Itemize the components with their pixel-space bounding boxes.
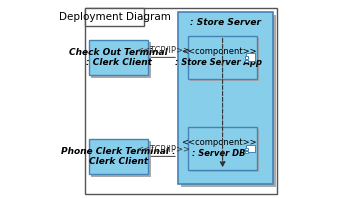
Text: <<TCP/IP>>: <<TCP/IP>> xyxy=(136,45,190,54)
FancyBboxPatch shape xyxy=(188,127,257,170)
Text: : Server DB: : Server DB xyxy=(192,149,245,158)
Text: Check Out Terminal: Check Out Terminal xyxy=(69,48,168,57)
FancyBboxPatch shape xyxy=(89,139,149,174)
Text: : Clerk Client: : Clerk Client xyxy=(86,58,151,67)
FancyBboxPatch shape xyxy=(246,145,255,152)
FancyBboxPatch shape xyxy=(85,8,145,26)
Text: : Store Server App: : Store Server App xyxy=(175,58,262,67)
FancyBboxPatch shape xyxy=(190,38,259,81)
Text: Clerk Client: Clerk Client xyxy=(89,157,148,166)
FancyBboxPatch shape xyxy=(91,42,151,78)
FancyBboxPatch shape xyxy=(245,56,248,59)
Text: <<component>>: <<component>> xyxy=(181,47,257,56)
FancyBboxPatch shape xyxy=(91,141,151,177)
Text: Deployment Diagram: Deployment Diagram xyxy=(59,12,171,22)
FancyBboxPatch shape xyxy=(89,40,149,75)
FancyBboxPatch shape xyxy=(181,15,276,187)
Text: <<component>>: <<component>> xyxy=(181,138,257,147)
FancyBboxPatch shape xyxy=(246,53,255,61)
Text: Phone Clerk Terminal :: Phone Clerk Terminal : xyxy=(61,147,176,156)
Text: : Store Server: : Store Server xyxy=(190,18,261,27)
FancyBboxPatch shape xyxy=(245,148,248,150)
FancyBboxPatch shape xyxy=(85,8,277,194)
FancyBboxPatch shape xyxy=(188,36,257,79)
FancyBboxPatch shape xyxy=(245,60,248,62)
FancyBboxPatch shape xyxy=(178,12,273,184)
FancyBboxPatch shape xyxy=(190,129,259,172)
FancyBboxPatch shape xyxy=(245,151,248,153)
Text: <<TCP/IP>>: <<TCP/IP>> xyxy=(136,144,190,153)
